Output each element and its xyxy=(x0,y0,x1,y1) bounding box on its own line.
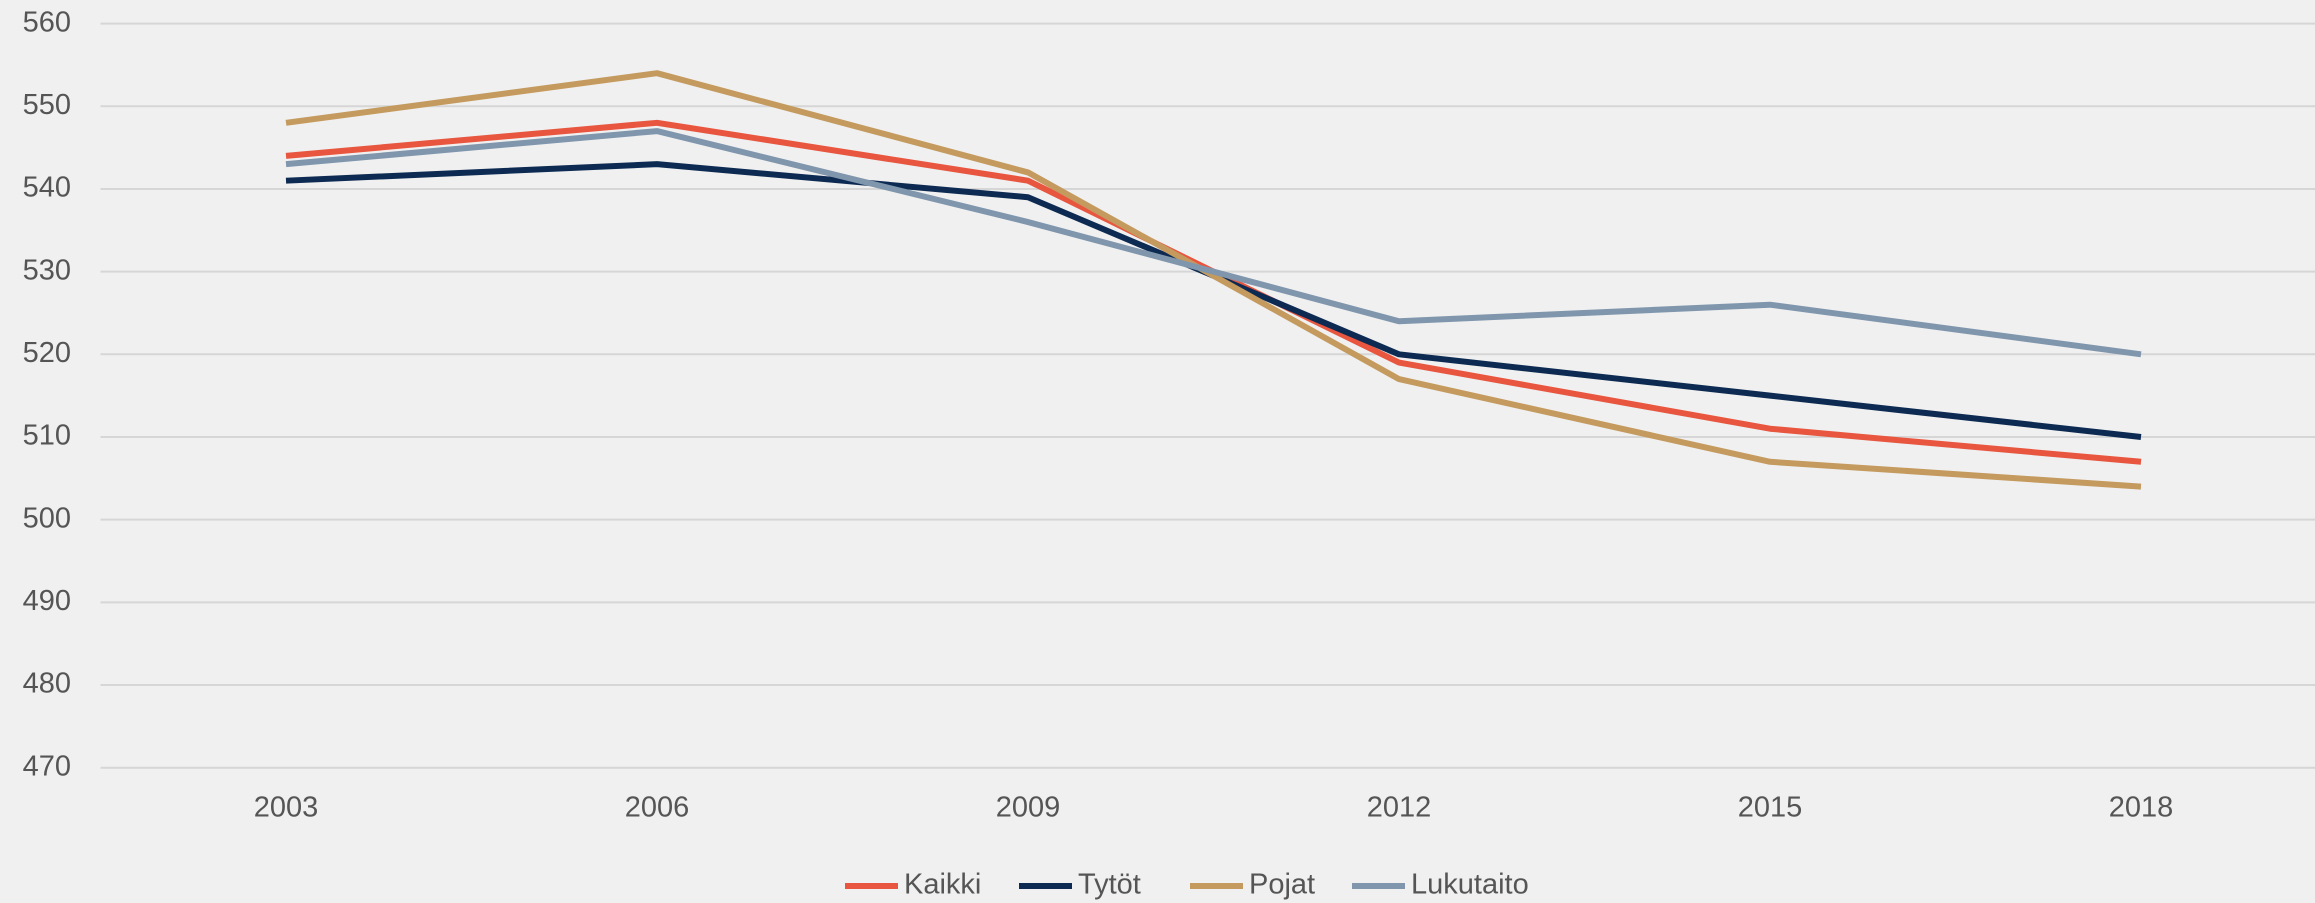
series-line xyxy=(285,161,2142,440)
y-tick-label: 500 xyxy=(23,502,71,534)
legend-label: Kaikki xyxy=(904,869,981,901)
x-tick-label: 2003 xyxy=(254,792,319,824)
y-tick-label: 470 xyxy=(23,750,71,782)
series-line xyxy=(285,119,2142,465)
x-tick-label: 2015 xyxy=(1738,792,1803,824)
series-line xyxy=(285,128,2142,358)
legend-label: Tytöt xyxy=(1078,869,1141,901)
y-tick-label: 540 xyxy=(23,172,71,204)
y-tick-label: 550 xyxy=(23,89,71,121)
y-tick-label: 520 xyxy=(23,337,71,369)
legend-label: Pojat xyxy=(1249,869,1315,901)
y-tick-label: 490 xyxy=(23,585,71,617)
x-tick-label: 2018 xyxy=(2109,792,2174,824)
x-tick-label: 2009 xyxy=(996,792,1061,824)
y-tick-label: 530 xyxy=(23,254,71,286)
y-tick-label: 560 xyxy=(23,6,71,38)
y-tick-label: 510 xyxy=(23,420,71,452)
y-tick-label: 480 xyxy=(23,668,71,700)
x-tick-label: 2012 xyxy=(1367,792,1432,824)
legend-label: Lukutaito xyxy=(1411,869,1529,901)
x-tick-label: 2006 xyxy=(625,792,690,824)
series-line xyxy=(285,70,2142,490)
